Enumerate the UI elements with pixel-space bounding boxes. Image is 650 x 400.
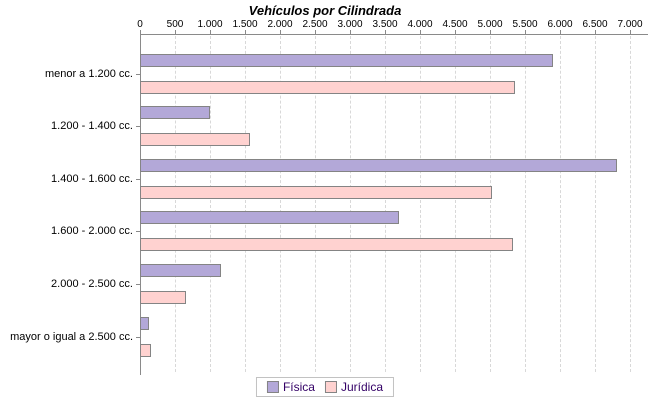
x-gridline [175, 36, 176, 372]
x-tick-label: 4.000 [407, 19, 433, 30]
x-gridline [210, 36, 211, 372]
x-tick-mark [630, 30, 631, 34]
x-tick-label: 6.000 [547, 19, 573, 30]
y-tick-mark [136, 231, 140, 233]
x-gridline [630, 36, 631, 372]
bar-juridica-1 [140, 133, 250, 147]
legend-swatch-fisica [266, 381, 279, 393]
x-tick-label: 2.500 [302, 19, 328, 30]
y-tick-mark [136, 178, 140, 180]
x-gridline [490, 36, 491, 372]
y-tick-mark [136, 283, 140, 285]
x-tick-label: 1.000 [197, 19, 223, 30]
x-gridline [315, 36, 316, 372]
legend-swatch-juridica [324, 381, 337, 393]
bar-juridica-5 [140, 343, 151, 357]
x-tick-mark [280, 30, 281, 34]
x-tick-mark [455, 30, 456, 34]
x-tick-label: 3.000 [337, 19, 363, 30]
x-tick-mark [490, 30, 491, 34]
x-tick-mark [140, 30, 141, 34]
category-label: 1.200 - 1.400 cc. [51, 120, 133, 133]
bar-juridica-2 [140, 185, 492, 199]
x-gridline [595, 36, 596, 372]
legend-label-fisica: Física [282, 380, 315, 394]
x-tick-label: 1.500 [232, 19, 258, 30]
x-gridline [280, 36, 281, 372]
legend-label-juridica: Jurídica [340, 380, 384, 394]
x-tick-mark [560, 30, 561, 34]
x-tick-mark [420, 30, 421, 34]
bar-fisica-1 [140, 106, 210, 120]
x-gridline [245, 36, 246, 372]
bar-fisica-4 [140, 263, 221, 277]
category-label: 1.600 - 2.000 cc. [51, 225, 133, 238]
y-axis-line [140, 34, 141, 375]
x-gridline [455, 36, 456, 372]
x-tick-mark [595, 30, 596, 34]
x-gridline [350, 36, 351, 372]
x-tick-label: 0 [137, 19, 143, 30]
x-gridline [525, 36, 526, 372]
x-tick-label: 5.500 [512, 19, 538, 30]
bar-juridica-4 [140, 290, 186, 304]
y-tick-mark [136, 126, 140, 128]
category-label: 2.000 - 2.500 cc. [51, 277, 133, 290]
x-tick-mark [525, 30, 526, 34]
bar-fisica-5 [140, 316, 149, 330]
y-tick-mark [136, 336, 140, 338]
category-label: mayor o igual a 2.500 cc. [10, 330, 133, 343]
legend-item-juridica: Jurídica [324, 380, 384, 394]
x-tick-label: 6.500 [582, 19, 608, 30]
legend: Física Jurídica [255, 377, 395, 397]
x-tick-label: 5.000 [477, 19, 503, 30]
bar-juridica-0 [140, 80, 515, 94]
x-tick-mark [210, 30, 211, 34]
category-label: 1.400 - 1.600 cc. [51, 172, 133, 185]
category-label: menor a 1.200 cc. [44, 67, 133, 80]
x-gridline [385, 36, 386, 372]
x-tick-mark [315, 30, 316, 34]
x-gridline [560, 36, 561, 372]
x-tick-mark [385, 30, 386, 34]
legend-item-fisica: Física [266, 380, 315, 394]
x-tick-mark [245, 30, 246, 34]
x-tick-label: 7.000 [617, 19, 643, 30]
x-gridline [420, 36, 421, 372]
bar-fisica-2 [140, 158, 617, 172]
bar-fisica-0 [140, 53, 553, 67]
x-tick-label: 2.000 [267, 19, 293, 30]
y-tick-mark [136, 73, 140, 75]
x-tick-label: 500 [166, 19, 184, 30]
x-tick-mark [350, 30, 351, 34]
bar-fisica-3 [140, 211, 399, 225]
chart-title: Vehículos por Cilindrada [248, 3, 402, 18]
bar-juridica-3 [140, 238, 513, 252]
x-axis-line [140, 34, 648, 35]
x-tick-mark [175, 30, 176, 34]
x-tick-label: 4.500 [442, 19, 468, 30]
x-tick-label: 3.500 [372, 19, 398, 30]
